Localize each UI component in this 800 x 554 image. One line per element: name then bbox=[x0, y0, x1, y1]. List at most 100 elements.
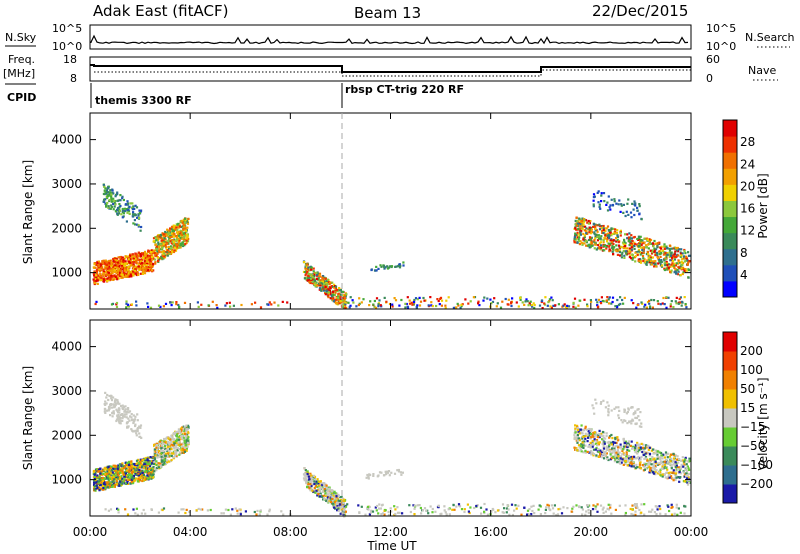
power-echo-cell bbox=[521, 301, 524, 304]
power-echo-cell bbox=[128, 212, 131, 215]
velocity-echo-cell bbox=[547, 504, 550, 507]
velocity-echo-cell bbox=[106, 482, 109, 485]
power-echo-cell bbox=[578, 299, 581, 302]
power-echo-cell bbox=[663, 259, 666, 262]
velocity-echo-cell bbox=[172, 456, 175, 459]
power-echo-cell bbox=[620, 256, 623, 259]
velocity-echo-cell bbox=[166, 461, 169, 464]
power-echo-cell bbox=[181, 242, 184, 245]
power-echo-cell bbox=[632, 302, 635, 305]
power-echo-cell bbox=[160, 240, 163, 243]
power-echo-cell bbox=[240, 303, 243, 307]
power-echo-cell bbox=[666, 264, 669, 267]
power-echo-cell bbox=[144, 253, 147, 256]
power-echo-cell bbox=[306, 279, 309, 282]
velocity-echo-cell bbox=[664, 513, 667, 516]
power-echo-cell bbox=[624, 250, 627, 253]
power-echo-cell bbox=[310, 268, 313, 271]
velocity-echo-cell bbox=[555, 514, 558, 517]
power-echo-cell bbox=[581, 226, 584, 229]
power-echo-cell bbox=[126, 202, 130, 205]
power-echo-cell bbox=[148, 254, 151, 257]
velocity-echo-cell bbox=[599, 504, 603, 507]
velocity-echo-cell bbox=[140, 459, 143, 462]
power-echo-cell bbox=[104, 267, 107, 270]
power-echo-cell bbox=[675, 262, 678, 265]
velocity-echo-cell bbox=[108, 483, 111, 486]
power-echo-cell bbox=[141, 267, 145, 270]
power-echo-cell bbox=[629, 254, 632, 257]
power-echo-cell bbox=[142, 269, 145, 272]
power-echo-cell bbox=[138, 268, 141, 272]
power-echo-cell bbox=[677, 302, 680, 305]
power-echo-cell bbox=[598, 247, 601, 250]
velocity-echo-cell bbox=[340, 501, 343, 504]
velocity-echo-cell bbox=[333, 493, 337, 496]
velocity-echo-cell bbox=[320, 486, 323, 489]
power-echo-cell bbox=[114, 267, 117, 270]
power-echo-cell bbox=[634, 202, 637, 205]
velocity-echo-cell bbox=[614, 508, 617, 511]
velocity-echo-cell bbox=[143, 476, 146, 479]
noise-search-label: N.Search bbox=[745, 31, 795, 44]
power-echo-cell bbox=[110, 204, 113, 207]
velocity-echo-cell bbox=[380, 504, 384, 507]
power-echo-cell bbox=[624, 247, 627, 250]
velocity-echo-cell bbox=[585, 510, 588, 513]
power-echo-cell bbox=[597, 298, 601, 301]
power-echo-cell bbox=[318, 287, 322, 290]
power-echo-cell bbox=[116, 261, 119, 264]
velocity-echo-cell bbox=[396, 469, 399, 472]
power-echo-cell bbox=[108, 265, 111, 268]
velocity-echo-cell bbox=[177, 443, 180, 447]
power-echo-cell bbox=[181, 222, 184, 225]
velocity-echo-cell bbox=[372, 474, 375, 477]
power-echo-cell bbox=[119, 204, 122, 208]
velocity-echo-cell bbox=[110, 478, 113, 481]
velocity-echo-cell bbox=[103, 403, 106, 406]
velocity-echo-cell bbox=[183, 425, 186, 428]
power-echo-cell bbox=[143, 260, 147, 263]
power-echo-cell bbox=[165, 245, 168, 248]
velocity-echo-cell bbox=[338, 503, 342, 506]
power-echo-cell bbox=[306, 276, 309, 279]
power-echo-cell bbox=[676, 268, 679, 272]
velocity-echo-cell bbox=[308, 474, 311, 477]
velocity-echo-cell bbox=[447, 508, 450, 511]
power-echo-cell bbox=[383, 267, 386, 270]
power-echo-cell bbox=[120, 264, 123, 267]
power-echo-cell bbox=[372, 303, 375, 306]
velocity-echo-cell bbox=[123, 410, 126, 413]
power-echo-cell bbox=[326, 293, 329, 296]
velocity-echo-cell bbox=[112, 412, 115, 415]
velocity-echo-cell bbox=[437, 504, 440, 507]
velocity-echo-cell bbox=[444, 511, 447, 514]
power-echo-cell bbox=[630, 234, 633, 237]
power-echo-cell bbox=[638, 205, 641, 208]
power-echo-cell bbox=[326, 278, 329, 281]
power-echo-cell bbox=[661, 264, 664, 267]
power-echo-cell bbox=[639, 258, 642, 261]
power-echo-cell bbox=[619, 231, 622, 234]
velocity-echo-cell bbox=[138, 466, 141, 469]
power-echo-cell bbox=[146, 256, 149, 259]
velocity-echo-cell bbox=[148, 464, 152, 468]
velocity-echo-cell bbox=[341, 497, 344, 500]
power-echo-cell bbox=[107, 186, 110, 189]
velocity-echo-cell bbox=[113, 401, 116, 404]
power-echo-cell bbox=[129, 271, 132, 274]
power-echo-cell bbox=[126, 200, 129, 203]
power-echo-cell bbox=[665, 255, 668, 258]
velocity-echo-cell bbox=[319, 480, 322, 483]
power-echo-cell bbox=[601, 230, 604, 233]
power-echo-cell bbox=[137, 214, 140, 217]
power-echo-cell bbox=[608, 206, 611, 209]
velocity-echo-cell bbox=[181, 445, 184, 448]
power-echo-cell bbox=[680, 304, 683, 307]
velocity-echo-cell bbox=[592, 431, 595, 435]
velocity-echo-cell bbox=[181, 437, 184, 440]
power-echo-cell bbox=[141, 270, 144, 274]
power-echo-cell bbox=[646, 251, 649, 254]
power-echo-cell bbox=[577, 238, 580, 241]
velocity-echo-cell bbox=[323, 496, 326, 499]
